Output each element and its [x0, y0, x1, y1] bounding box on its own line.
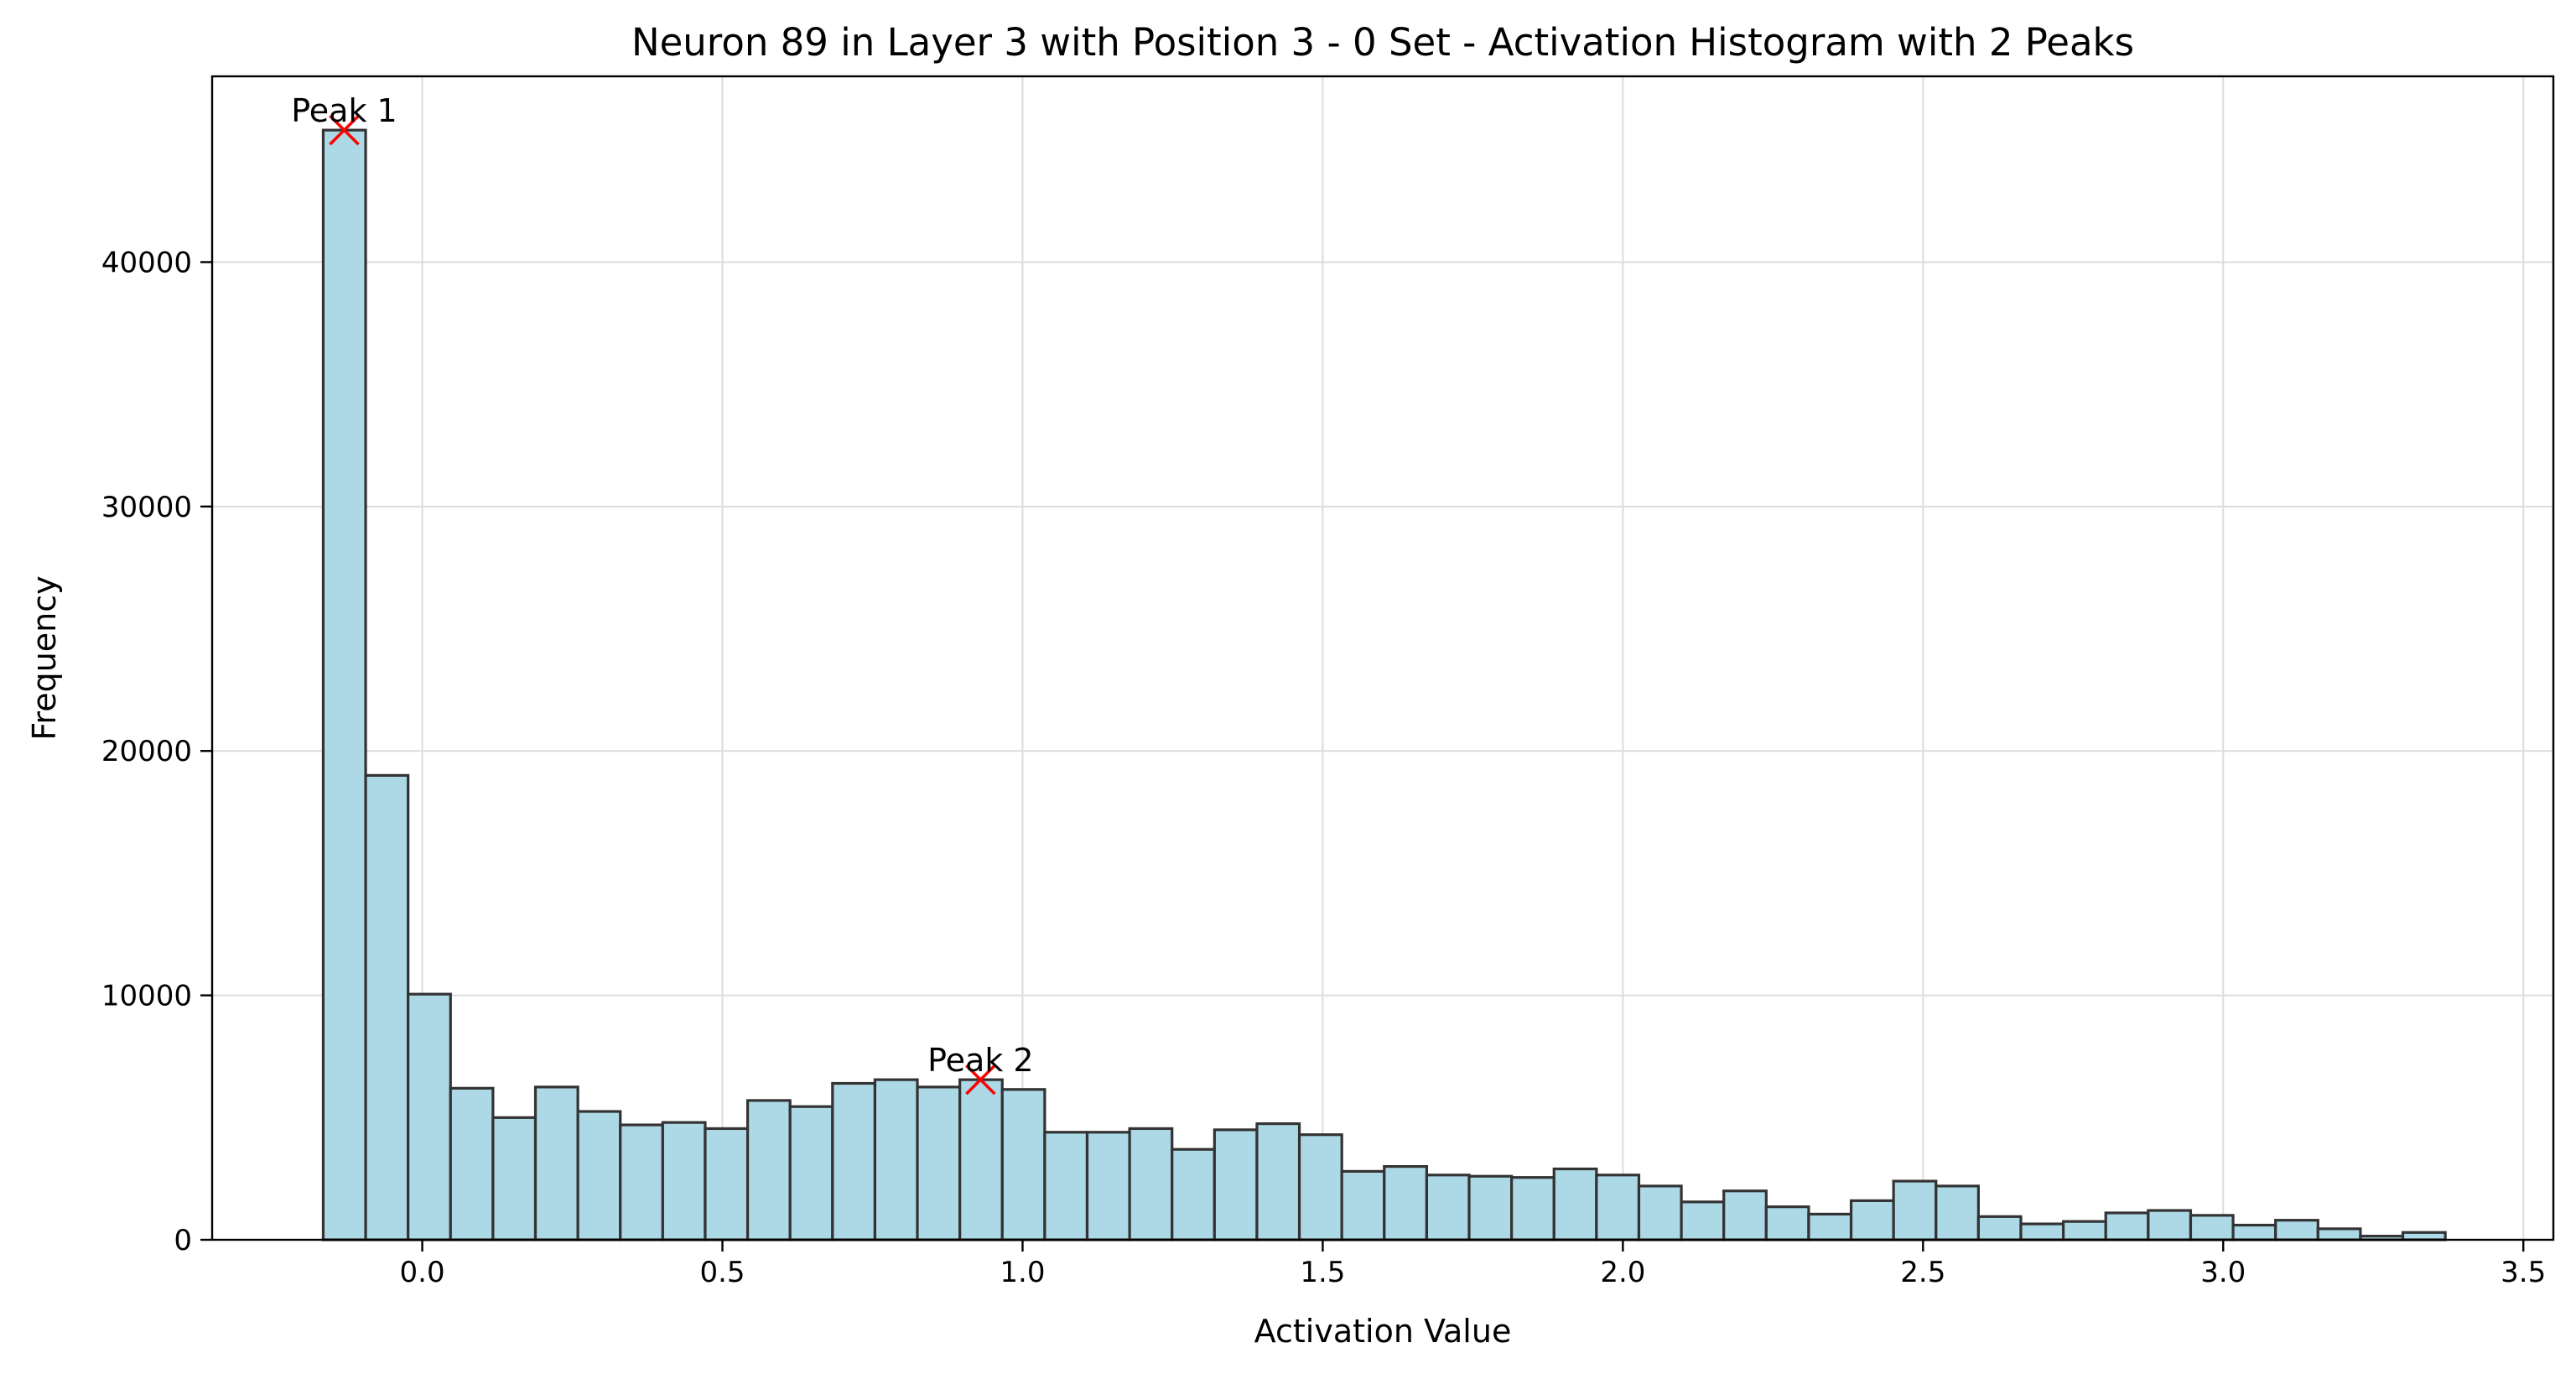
- histogram-bar: [1637, 1184, 1683, 1241]
- histogram-bar: [1892, 1179, 1938, 1241]
- histogram-bar: [2062, 1220, 2107, 1241]
- histogram-bar: [1128, 1127, 1174, 1241]
- histogram-bar: [1680, 1200, 1726, 1241]
- histogram-bar: [2231, 1223, 2277, 1241]
- x-tick-label: 3.0: [2200, 1256, 2246, 1289]
- histogram-bar: [2104, 1211, 2150, 1241]
- x-tick-label: 0.0: [400, 1256, 445, 1289]
- y-tick-label: 10000: [101, 980, 192, 1013]
- histogram-bar: [1213, 1128, 1259, 1241]
- histogram-bar: [619, 1123, 664, 1241]
- histogram-bar: [1764, 1205, 1810, 1241]
- histogram-bar: [1807, 1212, 1853, 1241]
- peak-marker: [965, 1064, 996, 1096]
- histogram-bar: [1000, 1088, 1046, 1241]
- y-tick-label: 0: [174, 1224, 192, 1257]
- histogram-bar: [704, 1127, 750, 1241]
- histogram-bar: [1043, 1131, 1089, 1241]
- histogram-bar: [1849, 1199, 1895, 1241]
- histogram-bars: [321, 128, 2447, 1241]
- y-axis-label: Frequency: [26, 575, 63, 740]
- x-tick-label: 1.5: [1300, 1256, 1345, 1289]
- histogram-bar: [788, 1105, 834, 1241]
- x-tick-label: 1.0: [1000, 1256, 1045, 1289]
- histogram-bar: [1467, 1174, 1514, 1241]
- y-tick-label: 40000: [101, 246, 192, 279]
- histogram-bar: [2019, 1222, 2065, 1241]
- chart-title: Neuron 89 in Layer 3 with Position 3 - 0…: [631, 20, 2134, 65]
- plot-area-frame: [210, 75, 2555, 1241]
- x-tick-label: 0.5: [699, 1256, 745, 1289]
- peak-annotations: Peak 1 Peak 2: [291, 92, 1034, 1096]
- histogram-bar: [1595, 1174, 1641, 1241]
- histogram-bar: [2147, 1209, 2193, 1241]
- histogram-bar: [2316, 1227, 2362, 1241]
- histogram-bar: [661, 1121, 707, 1241]
- histogram-bar: [1510, 1176, 1555, 1241]
- histogram-bar: [533, 1085, 579, 1241]
- peak-label: Peak 1: [291, 92, 397, 129]
- histogram-bar: [916, 1085, 962, 1241]
- x-tick-label: 2.5: [1900, 1256, 1945, 1289]
- histogram-bar: [831, 1081, 877, 1241]
- x-axis-ticks: 0.0 0.5 1.0 1.5 2.0 2.5 3.0 3.5: [400, 1240, 2546, 1289]
- histogram-bar: [2189, 1214, 2235, 1241]
- peak-marker: [329, 114, 360, 146]
- histogram-bar: [1935, 1184, 1980, 1241]
- histogram-bar: [1171, 1148, 1216, 1241]
- y-tick-label: 20000: [101, 735, 192, 768]
- peak-x-stroke: [965, 1064, 996, 1096]
- histogram-bar: [321, 128, 367, 1241]
- histogram-bar: [2274, 1219, 2319, 1241]
- histogram-bar: [576, 1110, 622, 1241]
- histogram-bar: [1552, 1167, 1598, 1241]
- y-tick-label: 30000: [101, 491, 192, 524]
- y-axis-ticks: 0 10000 20000 30000 40000: [101, 246, 212, 1257]
- histogram-bar: [449, 1086, 495, 1241]
- histogram-bar: [1425, 1174, 1471, 1241]
- histogram-bar: [1722, 1189, 1768, 1241]
- x-tick-label: 2.0: [1600, 1256, 1645, 1289]
- histogram-bar: [1383, 1164, 1429, 1241]
- histogram-bar: [958, 1078, 1004, 1241]
- histogram-bar: [745, 1099, 792, 1241]
- histogram-bar: [1976, 1215, 2023, 1241]
- peak-x-stroke: [329, 114, 360, 146]
- x-tick-label: 3.5: [2501, 1256, 2546, 1289]
- x-axis-label: Activation Value: [1254, 1313, 1512, 1350]
- histogram-bar: [1297, 1133, 1343, 1241]
- histogram-bar: [1255, 1122, 1301, 1241]
- histogram-bar: [1340, 1169, 1386, 1241]
- histogram-bar: [873, 1078, 919, 1241]
- peak-label: Peak 2: [927, 1042, 1034, 1079]
- histogram-bar: [1085, 1131, 1131, 1241]
- histogram-bar: [491, 1116, 538, 1241]
- histogram-bar: [407, 992, 452, 1241]
- histogram-bar: [2401, 1231, 2447, 1241]
- histogram-bar: [364, 773, 410, 1241]
